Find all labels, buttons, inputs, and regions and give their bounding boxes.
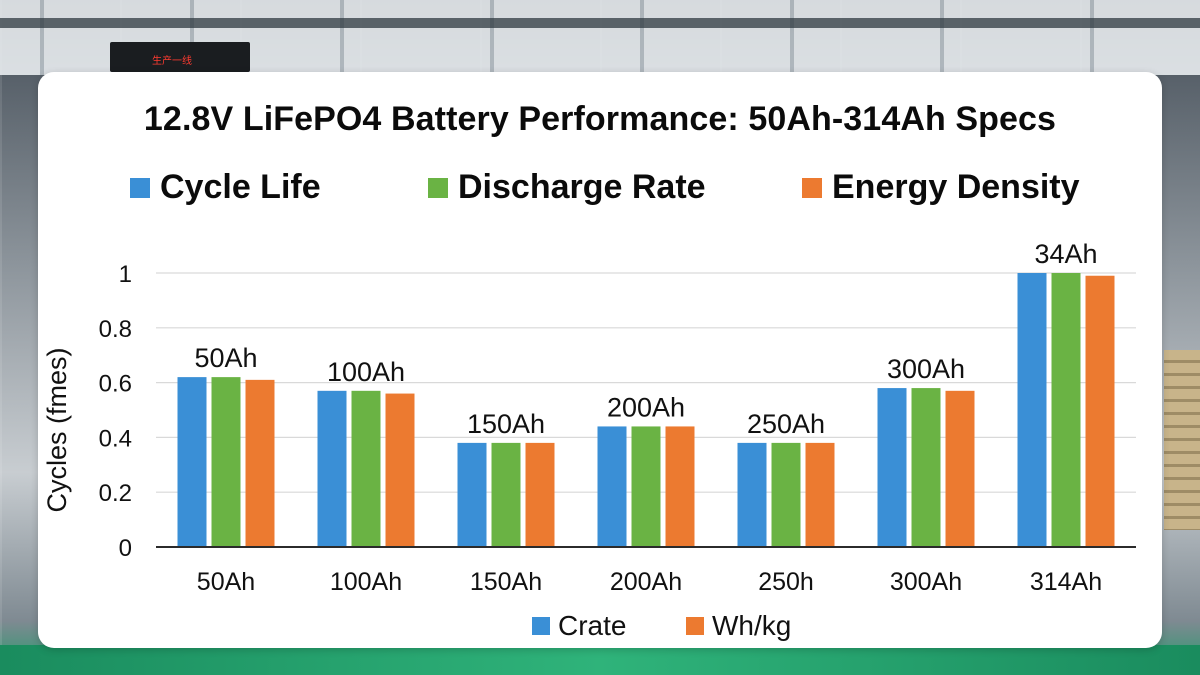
group-labels: 50Ah 100Ah 150Ah 200Ah 250Ah 300Ah 34Ah <box>194 239 1097 439</box>
led-sign-text: 生产一线 <box>152 56 192 67</box>
legend-item-discharge-rate: Discharge Rate <box>428 168 706 207</box>
x-tick-label: 100Ah <box>330 568 402 596</box>
y-tick-label: 0.6 <box>99 371 132 398</box>
chart-title: 12.8V LiFePO4 Battery Performance: 50Ah-… <box>143 100 1057 138</box>
bar-cycle-life <box>1017 273 1047 547</box>
legend-label-energy-density: Energy Density <box>832 168 1080 206</box>
bar-discharge-rate <box>491 442 521 547</box>
bars <box>177 273 1115 547</box>
y-tick-label: 1 <box>119 261 132 288</box>
bar-energy-density <box>1085 275 1115 547</box>
bar-discharge-rate <box>631 426 661 547</box>
group-label: 34Ah <box>1034 239 1097 269</box>
bar-discharge-rate <box>771 442 801 547</box>
y-tick-labels: 0 0.2 0.4 0.6 0.8 1 <box>99 261 132 562</box>
bar-chart: 0 0.2 0.4 0.6 0.8 1 50Ah 100Ah 150Ah 200Ah 250Ah 3… <box>42 239 1136 596</box>
legend-swatch-cycle-life <box>130 177 150 198</box>
bar-energy-density <box>805 442 835 547</box>
bottom-legend-label-whkg: Wh/kg <box>712 610 792 641</box>
x-tick-label: 150Ah <box>470 568 542 596</box>
bar-cycle-life <box>317 390 347 547</box>
bar-energy-density <box>665 426 695 547</box>
bar-discharge-rate <box>1051 273 1081 547</box>
bar-cycle-life <box>737 442 767 547</box>
legend-item-energy-density: Energy Density <box>802 168 1080 207</box>
legend-swatch-discharge-rate <box>428 177 448 198</box>
group-label: 100Ah <box>327 357 405 387</box>
x-tick-label: 200Ah <box>610 568 682 596</box>
y-tick-label: 0 <box>119 535 132 562</box>
legend-item-cycle-life: Cycle Life <box>130 168 321 207</box>
top-legend: Cycle Life Discharge Rate Energy Density <box>38 168 1162 212</box>
group-label: 200Ah <box>607 392 685 422</box>
bar-discharge-rate <box>351 390 381 547</box>
x-tick-label: 250h <box>758 568 814 596</box>
bottom-legend: Crate Wh/kg <box>38 610 1162 644</box>
ceiling-beam <box>0 18 1200 28</box>
bar-energy-density <box>945 390 975 547</box>
legend-label-discharge-rate: Discharge Rate <box>458 168 706 206</box>
x-tick-label: 50Ah <box>197 568 255 596</box>
floor-background <box>0 645 1200 675</box>
shelf-background <box>1164 350 1200 530</box>
y-tick-label: 0.8 <box>99 316 132 343</box>
bar-energy-density <box>385 393 415 547</box>
bottom-legend-swatch-whkg <box>686 617 704 635</box>
bar-energy-density <box>245 379 275 547</box>
bottom-legend-item-whkg: Wh/kg <box>686 610 791 642</box>
group-label: 250Ah <box>747 409 825 439</box>
x-tick-labels: 50Ah 100Ah 150Ah 200Ah 250h 300Ah 314Ah <box>197 568 1102 596</box>
bar-cycle-life <box>177 377 207 547</box>
bottom-legend-swatch-crate <box>532 617 550 635</box>
x-tick-label: 314Ah <box>1030 568 1102 596</box>
legend-label-cycle-life: Cycle Life <box>160 168 321 206</box>
y-tick-label: 0.4 <box>99 425 132 452</box>
bar-cycle-life <box>597 426 627 547</box>
y-tick-label: 0.2 <box>99 480 132 507</box>
group-label: 300Ah <box>887 354 965 384</box>
group-label: 150Ah <box>467 409 545 439</box>
legend-swatch-energy-density <box>802 177 822 198</box>
x-tick-label: 300Ah <box>890 568 962 596</box>
led-sign <box>110 42 250 72</box>
bar-discharge-rate <box>911 388 941 547</box>
bar-discharge-rate <box>211 377 241 547</box>
bar-energy-density <box>525 442 555 547</box>
bar-cycle-life <box>457 442 487 547</box>
bottom-legend-item-crate: Crate <box>532 610 626 642</box>
chart-card: 12.8V LiFePO4 Battery Performance: 50Ah-… <box>38 72 1162 648</box>
y-axis-label: Cycles (fmes) <box>42 347 72 512</box>
group-label: 50Ah <box>194 343 257 373</box>
bottom-legend-label-crate: Crate <box>558 610 627 641</box>
bar-cycle-life <box>877 388 907 547</box>
